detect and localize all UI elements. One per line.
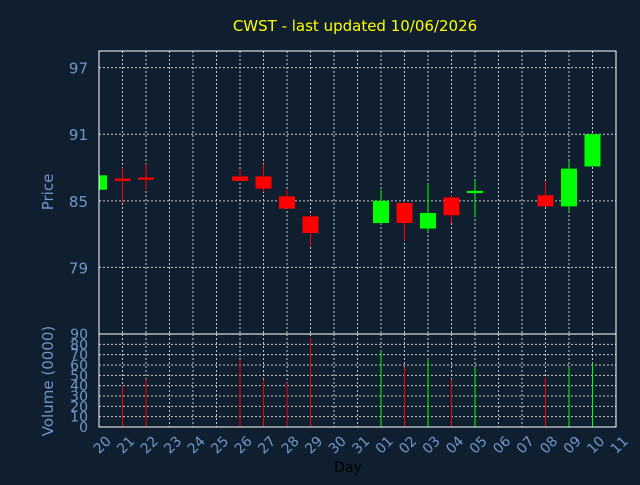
- x-tick-label: 25: [208, 433, 232, 457]
- x-tick-label: 28: [279, 433, 303, 457]
- candle-body: [420, 213, 436, 229]
- x-tick-label: 21: [114, 433, 138, 457]
- volume-frame: [98, 333, 617, 428]
- x-tick-label: 23: [161, 433, 185, 457]
- candle-body: [138, 177, 154, 180]
- chart-title: CWST - last updated 10/06/2026: [233, 17, 477, 35]
- price-tick-label: 79: [69, 259, 88, 277]
- x-tick-label: 31: [349, 433, 373, 457]
- candle-body: [443, 197, 460, 216]
- price-tick-label: 85: [69, 193, 88, 211]
- x-tick-label: 01: [373, 433, 397, 457]
- x-axis-label: Day: [334, 460, 362, 476]
- volume-tick-label: 40: [70, 379, 88, 395]
- candle-body: [232, 176, 248, 181]
- candle-body: [279, 196, 295, 209]
- x-tick-label: 24: [185, 433, 209, 457]
- candle-body: [255, 176, 272, 189]
- candle-body: [537, 195, 554, 207]
- candle-body: [561, 168, 577, 207]
- volume-tick-label: 90: [70, 327, 88, 343]
- volume-tick-label: 20: [70, 399, 88, 415]
- candle-body: [302, 216, 319, 234]
- x-tick-label: 29: [302, 433, 326, 457]
- volume-tick-label: 60: [70, 358, 88, 374]
- x-tick-label: 05: [467, 433, 491, 457]
- candle-body: [584, 134, 601, 167]
- candle-body: [373, 200, 389, 224]
- x-tick-label: 08: [537, 433, 561, 457]
- price-tick-label: 91: [69, 126, 88, 144]
- volume-tick-label: 80: [70, 337, 88, 353]
- x-tick-label: 07: [514, 433, 538, 457]
- x-tick-label: 22: [138, 433, 162, 457]
- x-tick-label: 20: [91, 433, 115, 457]
- x-tick-label: 03: [420, 433, 444, 457]
- volume-tick-label: 50: [70, 368, 88, 384]
- x-tick-label: 30: [326, 433, 350, 457]
- volume-tick-label: 0: [79, 420, 88, 436]
- price-axis-label: Price: [39, 174, 57, 211]
- volume-tick-label: 10: [70, 410, 88, 426]
- x-axis: 20 21 22 23 24 25 26 27 28 29 30 31 01 02 03 04 05 06 07 08…: [91, 433, 632, 457]
- x-tick-label: 06: [490, 433, 514, 457]
- candle-body: [99, 175, 107, 190]
- candle-body: [467, 190, 483, 194]
- x-tick-label: 11: [608, 433, 632, 457]
- x-tick-label: 09: [561, 433, 585, 457]
- price-panel: 79 85 91 97: [69, 50, 617, 335]
- x-tick-label: 10: [584, 433, 608, 457]
- x-tick-label: 27: [255, 433, 279, 457]
- volume-tick-label: 30: [70, 389, 88, 405]
- candle-body: [114, 178, 131, 181]
- x-tick-label: 04: [443, 433, 467, 457]
- x-tick-label: 26: [232, 433, 256, 457]
- volume-tick-label: 70: [70, 348, 88, 364]
- candle-body: [396, 203, 413, 224]
- volume-axis-label: Volume (0000): [39, 326, 57, 436]
- x-tick-label: 02: [396, 433, 420, 457]
- price-tick-label: 97: [69, 60, 88, 78]
